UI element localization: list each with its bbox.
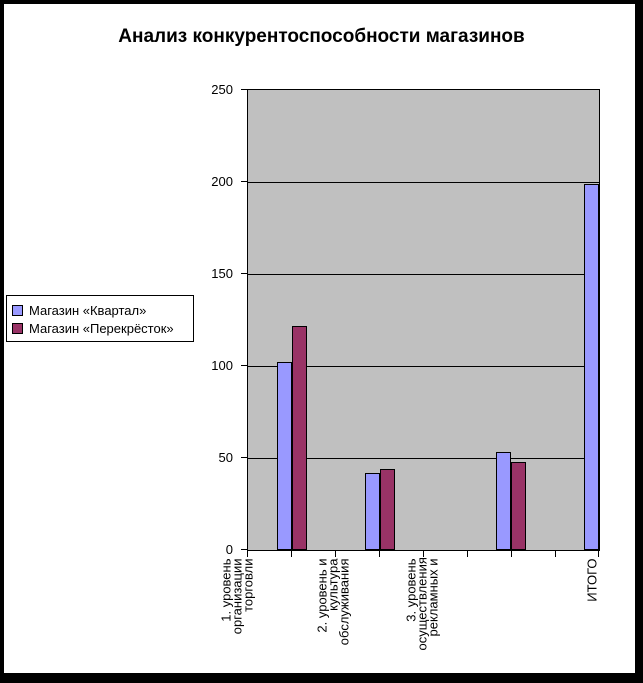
x-axis-tick — [335, 550, 336, 557]
y-axis-tick — [241, 273, 248, 274]
bar-series2-category1 — [292, 325, 307, 550]
x-axis-category-label: ИТОГО — [584, 558, 600, 610]
gridline — [248, 182, 599, 183]
legend-label: Магазин «Квартал» — [29, 302, 147, 318]
x-axis-tick — [379, 550, 380, 557]
x-axis-tick — [423, 550, 424, 557]
y-axis-tick — [241, 89, 248, 90]
y-axis-tick-label: 200 — [211, 174, 233, 189]
x-axis-tick — [247, 550, 248, 557]
y-axis-tick — [241, 457, 248, 458]
legend-label: Магазин «Перекрёсток» — [29, 320, 174, 336]
y-axis-tick-label: 250 — [211, 82, 233, 97]
legend-item: Магазин «Перекрёсток» — [12, 319, 193, 337]
x-axis-tick — [555, 550, 556, 557]
x-axis-tick — [511, 550, 512, 557]
y-axis-tick-label: 100 — [211, 358, 233, 373]
x-axis-label-line: торговли — [240, 558, 256, 612]
bar-series2-category2 — [380, 469, 395, 550]
x-axis-tick — [467, 550, 468, 557]
legend-item: Магазин «Квартал» — [12, 301, 193, 319]
y-axis-tick — [241, 365, 248, 366]
gridline — [248, 458, 599, 459]
bar-series1-category2 — [365, 472, 380, 550]
bar-series2-category3 — [511, 461, 526, 550]
bar-series1-category3 — [496, 452, 511, 550]
legend-swatch-series2 — [12, 322, 23, 334]
y-axis-tick-label: 150 — [211, 266, 233, 281]
chart-title: Анализ конкурентоспособности магазинов — [118, 26, 525, 47]
y-axis-tick — [241, 549, 248, 550]
x-axis-tick — [291, 550, 292, 557]
x-axis-category-label: 1. уровень организации торговли — [219, 558, 256, 650]
bar-series1-category1 — [277, 362, 292, 550]
x-axis-label-line: ИТОГО — [584, 558, 600, 602]
x-axis-tick — [598, 550, 599, 557]
x-axis-label-line: обслуживания — [336, 558, 352, 645]
gridline — [248, 274, 599, 275]
x-axis-label-line: рекламных и — [425, 558, 441, 636]
x-axis-category-label: 3. уровень осуществления рекламных и — [404, 557, 441, 650]
y-axis-tick-label: 0 — [225, 542, 233, 557]
gridline — [248, 366, 599, 367]
x-axis-category-label: 2. уровень и культура обслуживания — [315, 558, 352, 650]
y-axis-tick — [241, 181, 248, 182]
bar-series1-category4 — [584, 183, 599, 550]
legend: Магазин «Квартал» Магазин «Перекрёсток» — [6, 295, 194, 342]
legend-swatch-series1 — [12, 304, 23, 316]
plot-area — [247, 89, 600, 551]
y-axis-tick-label: 50 — [218, 450, 233, 465]
